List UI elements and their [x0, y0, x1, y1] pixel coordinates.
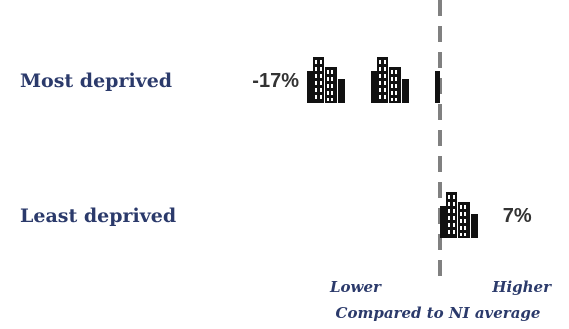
bar-least-deprived	[440, 192, 478, 238]
value-label: -17%	[252, 70, 299, 92]
value-label: 7%	[503, 205, 532, 227]
category-label: Least deprived	[20, 205, 176, 227]
bar-most-deprived	[307, 57, 440, 103]
city-buildings-icon	[371, 57, 409, 103]
city-buildings-icon	[307, 57, 345, 103]
axis-label-lower: Lower	[329, 278, 382, 296]
x-axis-title: Compared to NI average	[336, 304, 541, 322]
category-label: Most deprived	[20, 70, 172, 92]
axis-label-higher: Higher	[491, 278, 552, 296]
city-buildings-icon	[440, 192, 478, 238]
